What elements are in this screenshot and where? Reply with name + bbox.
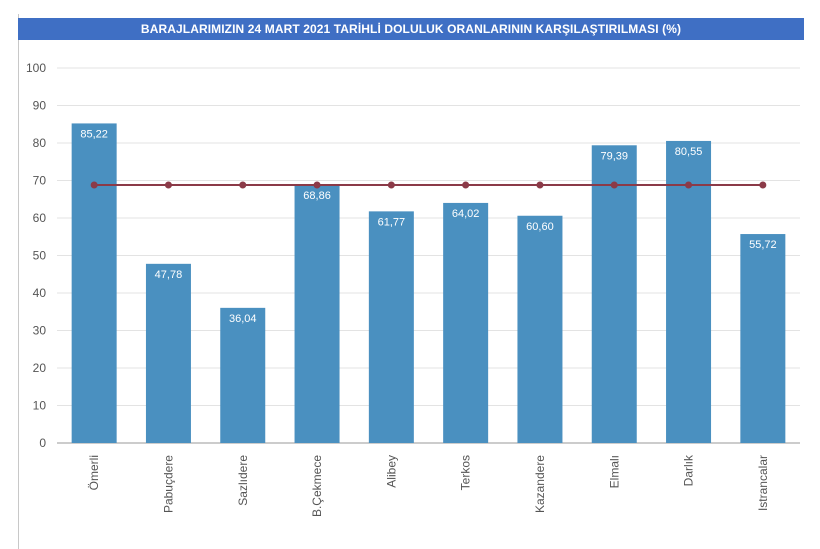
y-tick-label: 100 (26, 61, 46, 75)
bar (443, 202, 489, 443)
x-tick-label: Ömerli (87, 455, 101, 490)
y-tick-label: 90 (33, 99, 47, 113)
bar (71, 123, 117, 444)
y-tick-label: 30 (33, 324, 47, 338)
bar (145, 263, 191, 443)
x-tick-label: Sazlıdere (236, 455, 250, 506)
data-label: 79,39 (600, 150, 628, 162)
average-point (685, 181, 693, 189)
bar (220, 307, 266, 443)
data-label: 55,72 (749, 239, 777, 251)
x-tick-label: Terkos (459, 455, 473, 490)
bar (591, 145, 637, 443)
y-tick-label: 80 (33, 136, 47, 150)
y-tick-label: 70 (33, 174, 47, 188)
average-point (759, 181, 767, 189)
bar (368, 211, 414, 443)
average-point (462, 181, 470, 189)
data-label: 64,02 (452, 208, 480, 220)
average-point (90, 181, 98, 189)
data-label: 47,78 (155, 269, 183, 281)
y-tick-label: 20 (33, 361, 47, 375)
bar (740, 234, 786, 443)
x-tick-label: Kazandere (533, 455, 547, 513)
y-tick-label: 0 (39, 436, 46, 450)
bar (666, 140, 712, 443)
x-tick-label: Pabuçdere (161, 455, 175, 513)
data-label: 80,55 (675, 146, 703, 158)
x-tick-label: B.Çekmece (310, 455, 324, 517)
data-label: 85,22 (80, 128, 108, 140)
x-tick-label: Alibey (384, 455, 398, 488)
average-point (313, 181, 321, 189)
average-point (387, 181, 395, 189)
data-label: 68,86 (303, 190, 331, 202)
y-tick-label: 40 (33, 286, 47, 300)
chart-title: BARAJLARIMIZIN 24 MART 2021 TARİHLİ DOLU… (18, 18, 804, 40)
x-tick-label: Darlık (682, 454, 696, 486)
data-label: 36,04 (229, 313, 257, 325)
average-point (164, 181, 172, 189)
data-label: 61,77 (378, 216, 406, 228)
y-tick-label: 50 (33, 249, 47, 263)
bar (517, 215, 563, 443)
average-point (239, 181, 247, 189)
bar (294, 184, 340, 443)
x-tick-label: Elmalı (607, 455, 621, 488)
x-tick-label: Istrancalar (756, 455, 770, 511)
average-point (536, 181, 544, 189)
y-tick-label: 60 (33, 211, 47, 225)
average-point (610, 181, 618, 189)
data-label: 60,60 (526, 221, 554, 233)
y-tick-label: 10 (33, 399, 47, 413)
